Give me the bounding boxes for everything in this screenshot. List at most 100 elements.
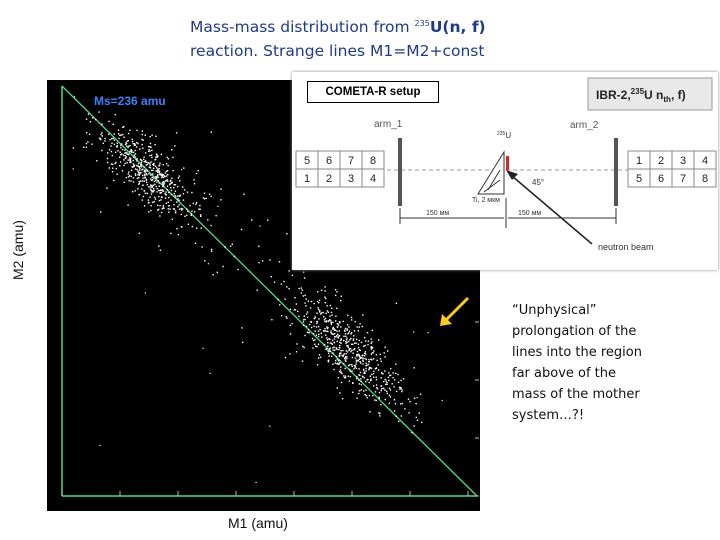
scatter-point xyxy=(158,170,161,172)
scatter-point xyxy=(317,330,320,332)
scatter-point xyxy=(348,326,350,328)
scatter-point xyxy=(367,363,370,366)
scatter-point xyxy=(220,199,222,201)
scatter-point xyxy=(374,399,376,401)
scatter-point xyxy=(162,164,164,166)
scatter-point xyxy=(374,368,377,370)
scatter-point xyxy=(153,162,155,165)
scatter-point xyxy=(363,345,365,347)
scatter-point xyxy=(364,351,367,353)
scatter-point xyxy=(395,363,397,365)
scatter-point xyxy=(177,234,180,236)
scatter-point xyxy=(182,199,185,201)
scatter-point xyxy=(156,188,158,190)
scatter-point xyxy=(140,163,142,166)
scatter-point xyxy=(371,346,373,348)
scatter-point xyxy=(339,369,342,371)
scatter-point xyxy=(171,177,173,179)
scatter-point xyxy=(353,368,355,370)
scatter-point xyxy=(368,360,370,363)
scatter-point xyxy=(328,350,330,353)
scatter-point xyxy=(224,246,226,248)
scatter-point xyxy=(119,151,121,153)
scatter-point xyxy=(162,204,165,207)
scatter-point xyxy=(166,170,169,172)
scatter-point xyxy=(182,193,185,195)
scatter-point xyxy=(144,161,147,163)
scatter-point xyxy=(86,132,88,134)
scatter-point xyxy=(203,192,206,194)
scatter-point xyxy=(407,398,410,400)
scatter-point xyxy=(95,118,97,121)
target-hatch-2 xyxy=(483,179,501,193)
scatter-point xyxy=(348,332,350,334)
scatter-point xyxy=(149,188,152,190)
scatter-point xyxy=(327,361,330,363)
scatter-point xyxy=(111,171,114,173)
neutron-beam-arrowhead xyxy=(506,170,518,180)
scatter-point xyxy=(131,166,133,168)
scatter-point xyxy=(321,336,323,338)
scatter-point xyxy=(141,188,143,190)
table-cell-value: 7 xyxy=(348,155,354,167)
scatter-point xyxy=(101,123,103,125)
scatter-point xyxy=(127,140,130,142)
scatter-point xyxy=(170,187,172,189)
scatter-point xyxy=(364,393,366,396)
scatter-point xyxy=(416,397,418,399)
scatter-point xyxy=(378,412,380,414)
scatter-point xyxy=(278,261,281,263)
scatter-point xyxy=(324,290,326,292)
scatter-point xyxy=(207,219,209,221)
scatter-point xyxy=(302,295,304,297)
scatter-point xyxy=(241,327,243,329)
scatter-point xyxy=(142,147,144,149)
scatter-point xyxy=(365,395,368,397)
scatter-point xyxy=(386,392,388,395)
scatter-point xyxy=(212,274,214,276)
scatter-point xyxy=(373,350,375,352)
scatter-point xyxy=(388,372,390,374)
scatter-point xyxy=(155,135,157,137)
scatter-point xyxy=(304,302,306,304)
scatter-point xyxy=(370,348,372,350)
scatter-point xyxy=(370,378,372,380)
scatter-point xyxy=(124,143,127,146)
scatter-point xyxy=(108,167,110,169)
scatter-point xyxy=(418,412,420,414)
scatter-point xyxy=(305,313,308,315)
scatter-point xyxy=(302,345,304,348)
scatter-point xyxy=(119,134,121,136)
scatter-point xyxy=(135,158,137,161)
scatter-point xyxy=(136,146,138,148)
scatter-point xyxy=(337,337,339,339)
scatter-point xyxy=(415,416,417,419)
scatter-point xyxy=(131,169,133,172)
scatter-point xyxy=(194,242,197,244)
table-cell-value: 1 xyxy=(304,173,310,185)
table-cell-value: 6 xyxy=(326,155,332,167)
scatter-point xyxy=(310,300,313,303)
scatter-point xyxy=(326,326,328,328)
scatter-point xyxy=(413,331,415,333)
scatter-point xyxy=(401,389,403,391)
scatter-point xyxy=(150,184,152,187)
scatter-point xyxy=(122,154,125,156)
scatter-point xyxy=(346,337,348,339)
scatter-point xyxy=(326,339,329,341)
scatter-point xyxy=(161,208,163,210)
scatter-point xyxy=(150,154,153,156)
scatter-point xyxy=(168,196,170,199)
scatter-point xyxy=(164,194,167,196)
scatter-point xyxy=(128,180,130,182)
scatter-point xyxy=(399,388,401,390)
scatter-point xyxy=(318,299,321,301)
note-line: far above of the xyxy=(512,366,617,381)
scatter-point xyxy=(305,298,307,300)
scatter-point xyxy=(327,352,330,354)
scatter-point xyxy=(408,412,410,414)
scatter-point xyxy=(348,349,351,351)
scatter-point xyxy=(328,355,330,357)
scatter-point xyxy=(340,381,343,384)
scatter-point xyxy=(384,370,386,372)
